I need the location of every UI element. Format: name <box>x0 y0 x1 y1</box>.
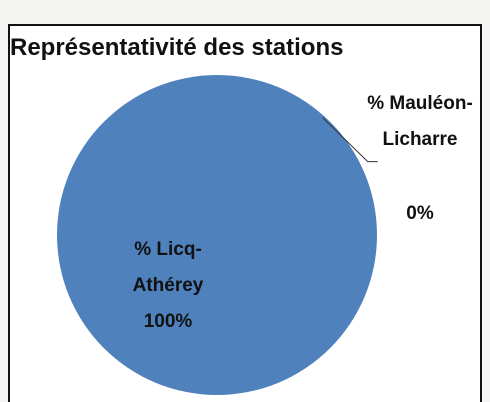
slice-label: % Licq-Athérey <box>132 239 204 296</box>
pie-slice <box>217 116 325 235</box>
chart-title: Représentativité des stations <box>10 34 344 61</box>
leader-line <box>322 117 378 163</box>
slice-value-label: 0% <box>406 203 434 224</box>
slice-value-label: 100% <box>143 311 193 332</box>
slice-label: % Mauléon-Licharre <box>367 93 473 150</box>
